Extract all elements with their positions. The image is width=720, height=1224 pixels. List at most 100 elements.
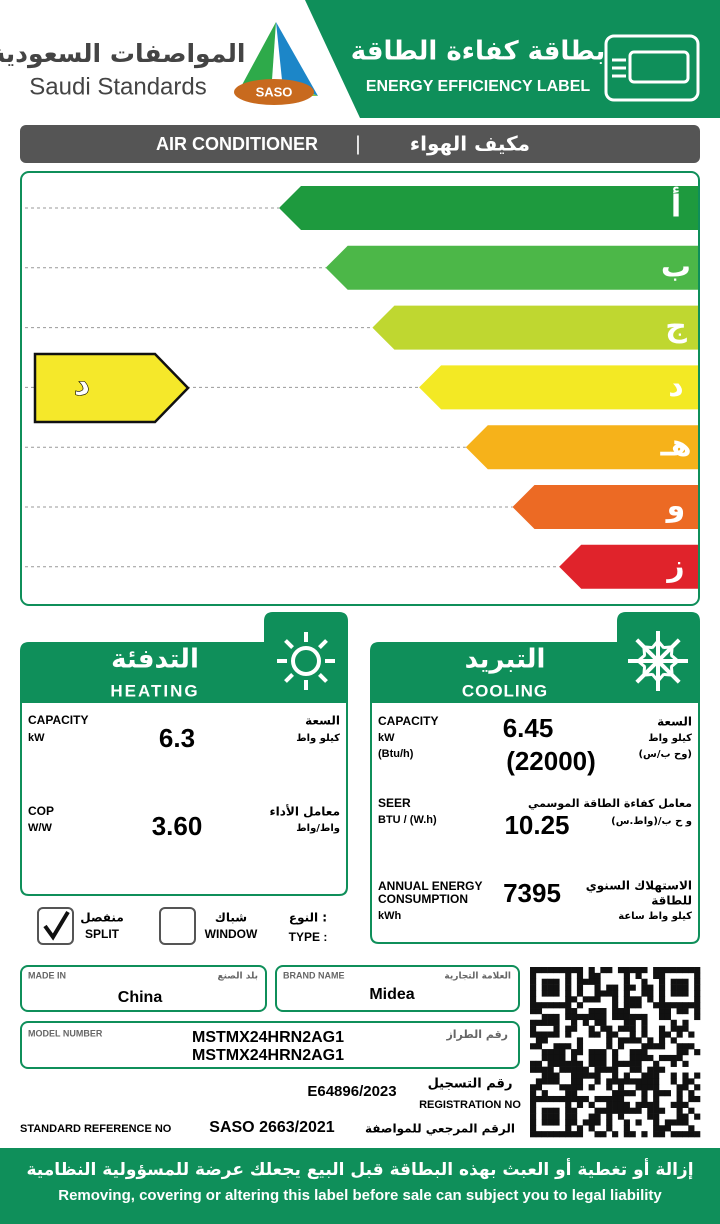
qr-module [576,1078,584,1085]
qr-module [612,1101,619,1108]
qr-module [594,1054,601,1062]
qr-module [535,1008,543,1015]
qr-module [576,1043,584,1050]
unit-ar: و ح ب/(واط.س) [611,816,692,827]
qr-module [694,972,701,980]
label-ar: للطاقة [651,894,692,908]
qr-module [658,1013,666,1021]
qr-module [571,1049,578,1056]
qr-module [565,967,572,974]
qr-module [629,984,636,991]
qr-module [541,990,548,997]
label-en: SEER [378,796,411,810]
qr-module [606,1119,613,1126]
qr-module [571,1090,578,1097]
qr-module [600,1131,607,1138]
qr-module [658,1066,666,1073]
qr-module [682,1101,689,1108]
qr-module [635,1002,642,1009]
qr-module [623,990,630,997]
qr-module [641,1131,648,1138]
window-ar: شباك [215,911,247,925]
value: 6.3 [159,723,195,753]
qr-module [623,1131,630,1138]
qr-module [682,1049,689,1056]
qr-module [670,967,677,974]
unit-en: kW [28,732,45,744]
snow-branch [656,640,665,649]
qr-module [629,1107,636,1114]
qr-module [664,1119,671,1126]
split-ar: منفصل [80,911,124,925]
qr-module [647,1084,654,1091]
qr-module [694,967,701,974]
qr-module [612,1090,619,1097]
qr-module [571,1025,578,1032]
qr-module [559,1043,566,1050]
qr-module [530,1043,537,1050]
qr-module [658,1125,666,1132]
qr-module [676,1002,683,1009]
qr-module [629,1060,636,1067]
qr-module [588,1008,595,1015]
qr-module [588,1013,595,1021]
qr-module [670,1072,677,1079]
qr-module [541,1019,548,1026]
qr-module [553,1054,560,1062]
footer-en: Removing, covering or altering this labe… [58,1187,662,1204]
qr-module [647,1043,654,1050]
qr-module [670,1037,677,1044]
grade-letter: ز [665,548,684,583]
registration-label-ar: رقم التسجيل [428,1077,513,1092]
product-ar: مكيف الهواء [410,132,530,156]
qr-module [541,1031,548,1038]
qr-module [629,1066,636,1073]
split-en: SPLIT [85,927,120,941]
qr-module [530,1113,537,1120]
snow-branch [663,672,673,677]
qr-module [588,1101,595,1108]
qr-module [530,1090,537,1097]
qr-module [547,1031,554,1038]
qr-module [653,1101,660,1108]
qr-module [547,967,554,974]
qr-module [694,984,701,991]
qr-module [658,1008,666,1015]
qr-module [670,1002,677,1009]
qr-module [664,1054,671,1062]
qr-module [670,978,677,985]
qr-module [553,1131,560,1138]
saso-logo: SASO [234,22,318,105]
qr-module [565,1060,572,1067]
qr-module [676,984,683,991]
qr-module [530,1131,537,1138]
qr-module [559,1002,566,1009]
qr-module [612,1107,619,1114]
qr-module [600,1008,607,1015]
qr-module [694,1084,701,1091]
qr-module [588,978,595,985]
qr-module [641,1072,648,1079]
qr-module [623,1002,630,1009]
qr-module [653,1002,660,1009]
qr-module [688,1131,695,1138]
qr-module [676,1095,683,1103]
qr-module [635,972,642,980]
qr-module [559,967,566,974]
qr-module [629,996,636,1003]
qr-module [565,1101,572,1108]
qr-module [676,1131,683,1138]
qr-module [600,1054,607,1062]
qr-module [535,1084,543,1091]
qr-module [653,1119,660,1126]
qr-module [565,1107,572,1114]
qr-module [559,1095,566,1103]
qr-module [658,1025,666,1032]
qr-module [653,1125,660,1132]
qr-module [647,1101,654,1108]
qr-module [547,1072,554,1079]
qr-module [588,967,595,974]
cooling-title-en: COOLING [462,681,548,700]
snow-branch [669,646,674,656]
registration: E64896/2023 [307,1083,396,1100]
